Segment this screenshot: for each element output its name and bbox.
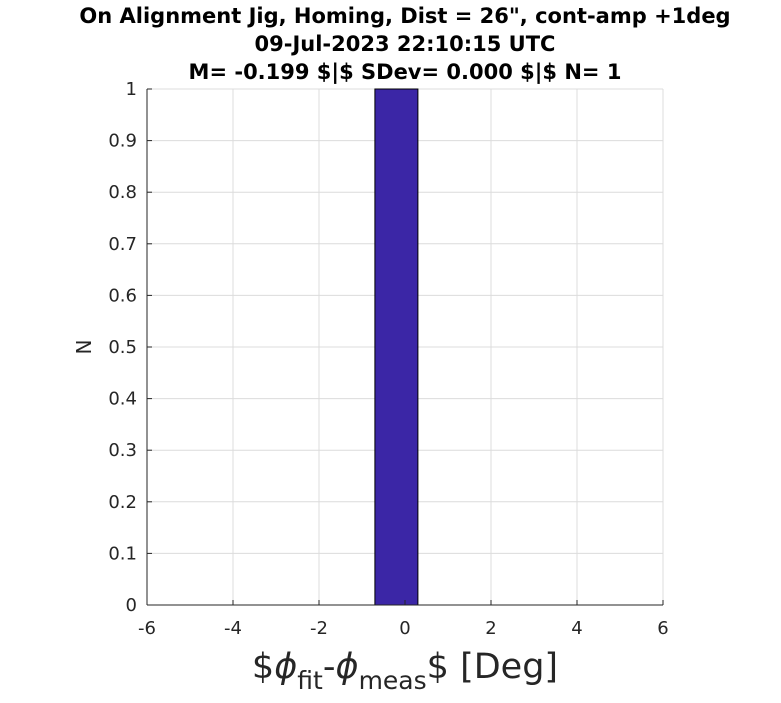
- y-axis-label: N: [72, 340, 96, 355]
- y-tick-label-0: 0: [126, 595, 137, 616]
- y-tick-label-4: 0.4: [108, 389, 137, 410]
- title-line-1: On Alignment Jig, Homing, Dist = 26", co…: [79, 4, 730, 28]
- x-tick-labels: -6 -4 -2 0 2 4 6: [138, 618, 669, 639]
- x-tick-label-6: 6: [657, 618, 668, 639]
- x-tick-label-5: 4: [571, 618, 582, 639]
- x-tick-label-0: -6: [138, 618, 156, 639]
- x-axis-label-suffix: $ [Deg]: [427, 647, 558, 687]
- x-axis-label-phi-meas: ϕ: [335, 647, 358, 687]
- y-tick-label-5: 0.5: [108, 337, 137, 358]
- y-tick-label-7: 0.7: [108, 234, 137, 255]
- x-axis-label-minus: -: [323, 647, 336, 687]
- chart-title: On Alignment Jig, Homing, Dist = 26", co…: [79, 4, 730, 85]
- y-tick-labels: 0 0.1 0.2 0.3 0.4 0.5 0.6 0.7 0.8 0.9 1: [108, 79, 137, 616]
- y-tick-label-1: 0.1: [108, 543, 137, 564]
- x-axis-label-phi-fit: ϕ: [274, 647, 297, 687]
- y-tick-label-6: 0.6: [108, 285, 137, 306]
- x-axis-label-prefix: $: [252, 647, 274, 687]
- y-tick-label-10: 1: [126, 79, 137, 100]
- y-tick-label-2: 0.2: [108, 492, 137, 513]
- histogram-bars: [374, 88, 419, 606]
- x-tick-label-4: 2: [485, 618, 496, 639]
- x-axis-label-sub-meas: meas: [359, 666, 427, 695]
- y-tick-label-8: 0.8: [108, 182, 137, 203]
- x-tick-label-2: -2: [310, 618, 328, 639]
- title-line-2: 09-Jul-2023 22:10:15 UTC: [255, 32, 556, 56]
- y-tick-label-9: 0.9: [108, 131, 137, 152]
- x-axis-label: $ϕfit-ϕmeas$ [Deg]: [252, 647, 558, 695]
- x-tick-label-1: -4: [224, 618, 242, 639]
- histogram-bar-0: [374, 88, 419, 606]
- x-axis-label-sub-fit: fit: [297, 666, 323, 695]
- title-line-3: M= -0.199 $|$ SDev= 0.000 $|$ N= 1: [189, 60, 622, 85]
- y-tick-label-3: 0.3: [108, 440, 137, 461]
- axes: [146, 88, 664, 606]
- x-tick-label-3: 0: [399, 618, 410, 639]
